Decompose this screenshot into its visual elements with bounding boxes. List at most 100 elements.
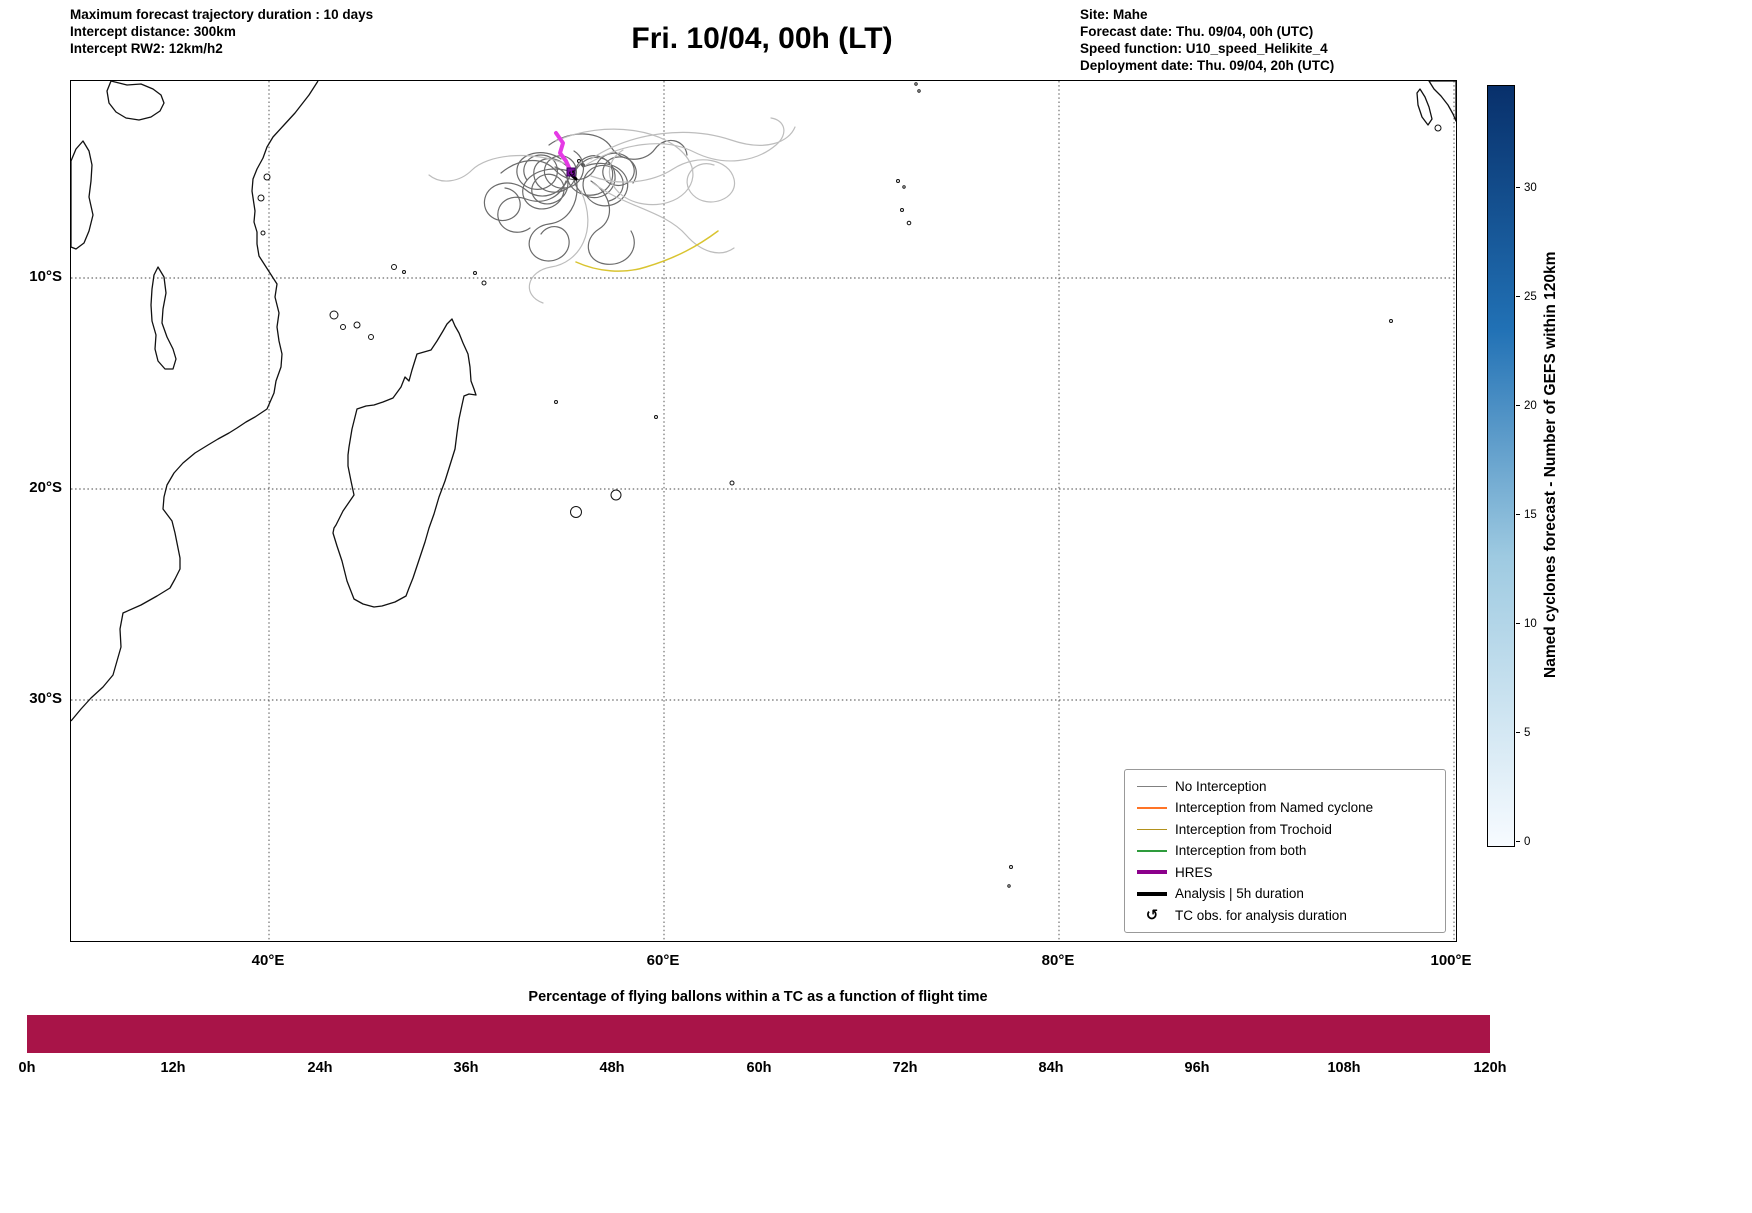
lat-tick-30s: 30°S — [29, 690, 62, 707]
x-tick: 96h — [1184, 1060, 1210, 1076]
lat-tick-10s: 10°S — [29, 268, 62, 285]
island — [368, 334, 374, 340]
lake-victoria-outline — [106, 81, 165, 121]
trajectory-no-interception — [533, 150, 585, 193]
x-tick: 84h — [1038, 1060, 1064, 1076]
gridline-layer — [71, 81, 1456, 941]
x-tick: 48h — [599, 1060, 625, 1076]
legend-label: No Interception — [1175, 778, 1267, 794]
tc-percentage-bar — [27, 1015, 1490, 1053]
legend-item-analysis: Analysis | 5h duration — [1135, 883, 1435, 905]
hres-trajectory — [554, 131, 573, 174]
sumatra-island-outline — [1416, 88, 1433, 126]
legend-label: Interception from Trochoid — [1175, 821, 1332, 837]
x-tick: 24h — [307, 1060, 333, 1076]
colorbar-tick: 30 — [1516, 182, 1537, 194]
colorbar-axis-label: Named cyclones forecast - Number of GEFS… — [1542, 251, 1559, 679]
no-interception-line-swatch — [1137, 785, 1167, 787]
island — [654, 415, 658, 419]
legend-item-trochoid: Interception from Trochoid — [1135, 819, 1435, 841]
island — [353, 321, 361, 329]
legend-item-tc-obs: ↺ TC obs. for analysis duration — [1135, 905, 1435, 927]
island — [1007, 884, 1011, 888]
island — [610, 489, 622, 501]
colorbar-tick: 0 — [1516, 836, 1530, 848]
both-line-swatch — [1137, 850, 1167, 852]
max-duration-text: Maximum forecast trajectory duration : 1… — [70, 7, 374, 22]
site-text: Site: Mahe — [1080, 7, 1148, 22]
island — [257, 194, 265, 202]
island — [391, 264, 397, 270]
trajectory-no-interception-light — [590, 159, 736, 203]
colorbar-tick: 20 — [1516, 400, 1537, 412]
lake-malawi-outline — [150, 266, 177, 370]
island — [554, 400, 558, 404]
lake-tanganyika-outline — [71, 140, 94, 250]
island — [729, 480, 735, 486]
legend-label: HRES — [1175, 864, 1213, 880]
trajectory-no-interception — [582, 162, 629, 207]
deployment-site-marker — [566, 167, 576, 177]
trajectory-no-interception-light — [585, 117, 785, 166]
header-right-block: Site: Mahe Forecast date: Thu. 09/04, 00… — [1080, 6, 1334, 74]
legend-label: Interception from Named cyclone — [1175, 800, 1374, 816]
lon-tick-60e: 60°E — [646, 952, 680, 969]
lon-tick-100e: 100°E — [1430, 952, 1472, 969]
legend-item-no-interception: No Interception — [1135, 776, 1435, 798]
lat-tick-20s: 20°S — [29, 479, 62, 496]
trajectory-no-interception — [548, 133, 688, 160]
speed-function-text: Speed function: U10_speed_Helikite_4 — [1080, 41, 1328, 56]
legend-label: Interception from both — [1175, 843, 1307, 859]
colorbar-tick: 15 — [1516, 509, 1537, 521]
trajectory-map: ↺ No Interception Interception from Name… — [70, 80, 1457, 942]
island — [570, 506, 582, 518]
x-tick: 0h — [18, 1060, 36, 1076]
tc-obs-symbol-icon: ↺ — [1145, 905, 1159, 924]
island — [896, 179, 900, 183]
trajectory-no-interception — [522, 166, 570, 210]
legend-item-hres: HRES — [1135, 862, 1435, 884]
trajectory-no-interception — [516, 152, 562, 190]
trajectory-no-interception — [500, 152, 637, 186]
tc-obs-icon: ↺ — [569, 169, 576, 178]
trajectories-layer: ↺ — [428, 117, 796, 304]
trajectory-no-interception — [528, 176, 578, 262]
island — [906, 220, 912, 226]
island — [481, 280, 487, 286]
forecast-date-text: Forecast date: Thu. 09/04, 00h (UTC) — [1080, 24, 1314, 39]
legend-item-both: Interception from both — [1135, 840, 1435, 862]
trajectory-no-interception-light — [528, 190, 589, 304]
trajectory-no-interception-light — [428, 154, 570, 182]
map-legend: No Interception Interception from Named … — [1124, 768, 1446, 933]
small-islands-layer — [257, 82, 1442, 888]
trajectory-no-interception-light — [590, 126, 796, 160]
x-tick: 72h — [892, 1060, 918, 1076]
x-tick: 108h — [1327, 1060, 1361, 1076]
trajectory-no-interception-light — [592, 182, 735, 254]
map-canvas: ↺ — [71, 81, 1456, 941]
coastline-layer — [71, 81, 1456, 722]
page-title: Fri. 10/04, 00h (LT) — [631, 22, 893, 55]
island — [917, 89, 921, 93]
colorbar-tick: 10 — [1516, 618, 1537, 630]
bottom-chart-title: Percentage of flying ballons within a TC… — [528, 989, 988, 1005]
lon-tick-40e: 40°E — [251, 952, 285, 969]
island — [260, 230, 266, 236]
x-tick: 36h — [453, 1060, 479, 1076]
island — [1389, 319, 1393, 323]
island — [263, 173, 271, 181]
sumatra-coastline — [1428, 81, 1456, 122]
trajectory-no-interception — [587, 180, 635, 265]
colorbar-tick: 25 — [1516, 291, 1537, 303]
colorbar-ticks: 0 5 10 15 20 25 30 — [1516, 85, 1556, 848]
island — [902, 185, 906, 189]
madagascar-coastline — [332, 318, 477, 608]
trajectory-no-interception — [483, 172, 572, 222]
legend-label: TC obs. for analysis duration — [1175, 907, 1347, 923]
x-tick: 60h — [746, 1060, 772, 1076]
island — [1434, 124, 1442, 132]
trajectory-no-interception-light — [555, 128, 694, 206]
lon-tick-80e: 80°E — [1041, 952, 1075, 969]
trochoid-line-swatch — [1137, 828, 1167, 830]
